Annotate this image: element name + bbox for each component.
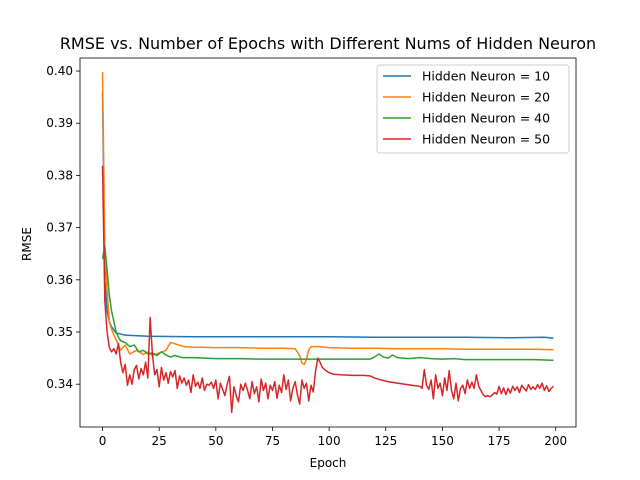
y-axis-label: RMSE: [20, 227, 34, 261]
legend-frame: [376, 64, 570, 154]
x-tick-label: 50: [208, 434, 223, 448]
x-tick-label: 150: [431, 434, 454, 448]
x-tick-label: 100: [318, 434, 341, 448]
y-tick-label: 0.36: [46, 273, 73, 287]
x-tick-label: 175: [488, 434, 511, 448]
y-tick-label: 0.39: [46, 116, 73, 130]
x-tick-label: 0: [99, 434, 107, 448]
series-line-3: [101, 245, 554, 361]
legend-entry-label: Hidden Neuron = 10: [422, 69, 550, 84]
x-axis-label: Epoch: [310, 456, 347, 470]
x-tick-label: 75: [265, 434, 280, 448]
x-tick-label: 125: [374, 434, 397, 448]
plot-frame: [79, 57, 577, 428]
series-line-2: [101, 72, 554, 366]
legend-entry-label: Hidden Neuron = 20: [422, 90, 550, 105]
chart-title: RMSE vs. Number of Epochs with Different…: [60, 34, 596, 53]
series-line-4: [101, 166, 554, 414]
y-tick-label: 0.34: [46, 377, 73, 391]
legend: Hidden Neuron = 10 Hidden Neuron = 20 Hidd…: [376, 64, 570, 154]
x-axis-ticks: 0 25 50 75 100 125 150 175 200: [99, 427, 567, 448]
y-tick-label: 0.40: [46, 64, 73, 78]
x-tick-label: 200: [544, 434, 567, 448]
y-tick-label: 0.38: [46, 168, 73, 182]
y-tick-label: 0.37: [46, 221, 73, 235]
y-tick-label: 0.35: [46, 325, 73, 339]
x-tick-label: 25: [152, 434, 167, 448]
y-axis-ticks: 0.34 0.35 0.36 0.37 0.38 0.39 0.40: [46, 64, 80, 391]
legend-entry-label: Hidden Neuron = 40: [422, 111, 550, 126]
series-layer: [101, 72, 554, 414]
legend-entry-label: Hidden Neuron = 50: [422, 132, 550, 147]
